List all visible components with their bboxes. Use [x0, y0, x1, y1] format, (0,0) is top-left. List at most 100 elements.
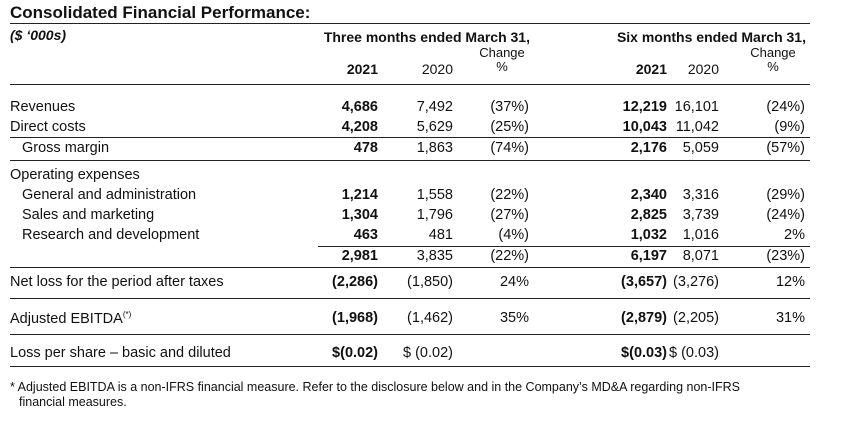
year-2021-three-months: 2021: [346, 61, 378, 77]
table-row: Loss per share – basic and diluted $(0.0…: [0, 345, 849, 365]
cell: (2,286): [332, 274, 378, 290]
row-label: Gross margin: [22, 140, 110, 156]
cell: 2,176: [630, 140, 667, 156]
table-row: Gross margin 478 1,863 (74%) 2,176 5,059…: [0, 140, 849, 160]
cell: 11,042: [675, 119, 719, 135]
row-label: Adjusted EBITDA(*): [10, 310, 131, 327]
table-row: Adjusted EBITDA(*) (1,968) (1,462) 35% (…: [0, 310, 849, 330]
cell: (24%): [766, 99, 805, 115]
units-label: ($ ‘000s): [10, 27, 67, 43]
title-rule: [10, 23, 810, 24]
six-months-header: Six months ended March 31,: [616, 29, 806, 45]
cell: 1,863: [416, 140, 453, 156]
cell: (2,205): [673, 310, 719, 326]
cell: 8,071: [682, 248, 719, 264]
cell: 1,558: [416, 187, 453, 203]
cell: (9%): [774, 119, 805, 135]
percent-label: %: [496, 59, 508, 74]
cell: 24%: [499, 274, 529, 290]
cell: 2,825: [630, 207, 667, 223]
table-row: Sales and marketing 1,304 1,796 (27%) 2,…: [0, 207, 849, 227]
cell: (37%): [490, 99, 529, 115]
row-label: Revenues: [10, 99, 76, 115]
row-label: Operating expenses: [10, 167, 140, 183]
cell: 3,316: [682, 187, 719, 203]
cell: 10,043: [622, 119, 667, 135]
cell: 481: [428, 227, 453, 243]
three-months-header: Three months ended March 31,: [323, 29, 530, 45]
cell: 7,492: [416, 99, 453, 115]
row-label: Loss per share – basic and diluted: [10, 345, 231, 361]
cell: (74%): [490, 140, 529, 156]
cell: 5,059: [682, 140, 719, 156]
cell: (22%): [490, 187, 529, 203]
cell: 1,214: [341, 187, 378, 203]
row-label: Research and development: [22, 227, 200, 243]
footnote: * Adjusted EBITDA is a non-IFRS financia…: [10, 380, 840, 410]
cell: 2%: [784, 227, 805, 243]
cell: (4%): [498, 227, 529, 243]
section-rule: [10, 334, 810, 335]
header-rule: [10, 84, 810, 85]
cell: 2,981: [341, 248, 378, 264]
percent-label: %: [767, 59, 779, 74]
row-label: General and administration: [22, 187, 197, 203]
cell: (27%): [490, 207, 529, 223]
six-months-change-header: Change %: [740, 46, 806, 74]
cell: 1,032: [630, 227, 667, 243]
cell: $(0.02): [332, 345, 378, 361]
cell: (2,879): [621, 310, 667, 326]
cell: $ (0.02): [403, 345, 453, 361]
section-rule: [10, 267, 810, 268]
section-rule: [10, 160, 810, 161]
subtotal-rule: [10, 137, 810, 138]
row-label: Net loss for the period after taxes: [10, 274, 224, 290]
cell: 478: [353, 140, 378, 156]
table-row: Operating expenses: [0, 167, 849, 187]
bottom-rule: [10, 366, 810, 367]
cell: 463: [353, 227, 378, 243]
year-2020-six-months: 2020: [687, 61, 719, 77]
cell: (3,276): [673, 274, 719, 290]
footnote-line: financial measures.: [19, 395, 127, 409]
cell: (3,657): [621, 274, 667, 290]
cell: (25%): [490, 119, 529, 135]
cell: 3,835: [416, 248, 453, 264]
cell: 1,796: [416, 207, 453, 223]
cell: (29%): [766, 187, 805, 203]
cell: 6,197: [630, 248, 667, 264]
cell: $(0.03): [621, 345, 667, 361]
cell: 16,101: [674, 99, 719, 115]
subtotal-rule: [318, 246, 810, 247]
cell: (1,850): [407, 274, 453, 290]
table-row: Direct costs 4,208 5,629 (25%) 10,043 11…: [0, 119, 849, 139]
table-title: Consolidated Financial Performance:: [10, 3, 311, 22]
cell: (1,462): [407, 310, 453, 326]
cell: 4,208: [341, 119, 378, 135]
table-row: Revenues 4,686 7,492 (37%) 12,219 16,101…: [0, 99, 849, 119]
cell: 12,219: [622, 99, 667, 115]
cell: (24%): [766, 207, 805, 223]
year-2020-three-months: 2020: [421, 61, 453, 77]
year-2021-six-months: 2021: [635, 61, 667, 77]
cell: 12%: [775, 274, 805, 290]
cell: (1,968): [332, 310, 378, 326]
cell: 1,304: [341, 207, 378, 223]
table-row: 2,981 3,835 (22%) 6,197 8,071 (23%): [0, 248, 849, 268]
cell: 35%: [499, 310, 529, 326]
cell: 1,016: [682, 227, 719, 243]
change-label: Change: [479, 45, 525, 60]
cell: $ (0.03): [669, 345, 719, 361]
table-row: Research and development 463 481 (4%) 1,…: [0, 227, 849, 247]
cell: 31%: [775, 310, 805, 326]
cell: (23%): [766, 248, 805, 264]
cell: 5,629: [416, 119, 453, 135]
row-label: Direct costs: [10, 119, 86, 135]
row-label: Sales and marketing: [22, 207, 155, 223]
cell: 4,686: [341, 99, 378, 115]
row-label-text: Adjusted EBITDA: [10, 310, 123, 327]
footnote-marker: (*): [122, 310, 132, 319]
cell: 2,340: [630, 187, 667, 203]
cell: (57%): [766, 140, 805, 156]
footnote-line: * Adjusted EBITDA is a non-IFRS financia…: [10, 380, 740, 394]
